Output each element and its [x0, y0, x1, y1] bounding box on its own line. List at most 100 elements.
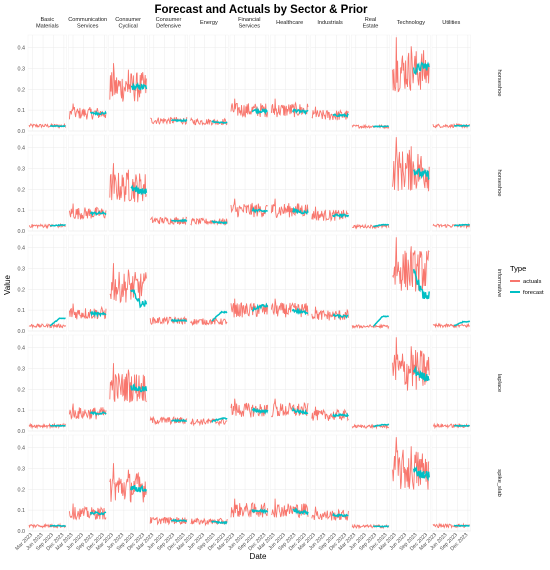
actuals-series-line	[352, 223, 390, 230]
y-tick-label: 0.3	[18, 366, 26, 372]
forecast-series-line	[170, 318, 188, 323]
y-tick-label: 0.3	[18, 266, 26, 272]
legend-title: Type	[510, 264, 526, 273]
y-tick-label: 0.2	[18, 387, 26, 393]
actuals-series-line	[149, 415, 188, 426]
facet-panel	[148, 434, 188, 532]
facet-panel	[189, 234, 229, 332]
forecast-series-line	[211, 310, 228, 322]
facet-column-label: Industrials	[317, 20, 343, 26]
actuals-series-line	[432, 422, 470, 430]
actuals-series-line	[392, 337, 430, 391]
actuals-series-line	[28, 322, 66, 329]
facet-panel	[189, 134, 229, 232]
actuals-series-line	[270, 98, 309, 118]
forecast-series-line	[170, 518, 187, 523]
legend-entry-forecast: forecast	[523, 290, 544, 296]
forecast-series-line	[292, 507, 309, 516]
actuals-series-line	[351, 423, 390, 430]
forecast-series-line	[89, 310, 107, 318]
y-tick-label: 0.1	[18, 208, 26, 214]
actuals-series-line	[271, 498, 309, 519]
x-axis-label: Date	[250, 552, 267, 561]
forecast-series-line	[291, 307, 309, 316]
facet-panel	[189, 334, 229, 432]
forecast-series-line	[89, 110, 107, 117]
actuals-series-line	[68, 103, 107, 120]
facet-panel	[270, 434, 310, 532]
forecast-series-line	[130, 484, 148, 493]
facet-panel	[229, 334, 269, 432]
facet-column-label: Utilities	[442, 20, 460, 26]
forecast-series-line	[130, 288, 148, 309]
actuals-series-line	[230, 198, 268, 218]
forecast-series-line	[332, 412, 349, 418]
forecast-series-line	[453, 524, 470, 528]
actuals-series-line	[230, 498, 269, 518]
y-tick-label: 0.1	[18, 308, 26, 314]
forecast-series-line	[251, 407, 269, 415]
forecast-series-line	[49, 124, 66, 128]
legend-entry-actuals: actuals	[523, 279, 541, 285]
forecast-series-line	[412, 168, 430, 181]
y-tick-label: 0.1	[18, 508, 26, 514]
facet-column-label: Energy	[200, 20, 218, 26]
y-tick-label: 0.1	[18, 408, 26, 414]
forecast-series-line	[49, 317, 66, 327]
facet-panel	[27, 134, 67, 232]
forecast-series-line	[211, 417, 228, 423]
forecast-series-line	[130, 383, 148, 393]
facet-panel	[27, 334, 67, 432]
y-tick-label: 0.2	[18, 87, 26, 93]
forecast-series-line	[251, 106, 268, 115]
forecast-series-line	[453, 320, 471, 327]
facet-panel	[148, 134, 188, 232]
forecast-series-line	[453, 424, 470, 428]
forecast-series-line	[89, 411, 107, 417]
facet-column-label: Communication Services	[68, 17, 107, 30]
facet-row-label: informative	[496, 269, 502, 297]
facet-panel	[189, 434, 229, 532]
y-tick-label: 0.2	[18, 487, 26, 493]
actuals-series-line	[230, 398, 269, 418]
actuals-series-line	[28, 222, 66, 230]
y-tick-label: 0.4	[18, 246, 26, 252]
actuals-series-line	[432, 522, 470, 529]
forecast-series-line	[412, 365, 430, 382]
forecast-series-line	[171, 218, 188, 223]
forecast-series-line	[291, 406, 309, 416]
forecast-series-line	[170, 118, 188, 123]
y-tick-label: 0.0	[18, 429, 26, 435]
facet-panel	[351, 134, 391, 232]
facet-panel	[270, 34, 310, 132]
facet-panel	[27, 34, 67, 132]
facet-column-label: Consumer Defensive	[156, 17, 182, 30]
facet-row-label: laplace	[496, 374, 502, 392]
facet-panel	[431, 234, 471, 332]
forecast-series-line	[412, 61, 430, 76]
actuals-series-line	[392, 137, 430, 192]
facet-panel	[229, 134, 269, 232]
y-tick-label: 0.4	[18, 346, 26, 352]
forecast-series-line	[453, 124, 470, 128]
y-tick-label: 0.3	[18, 66, 26, 72]
facet-panel	[148, 334, 188, 432]
forecast-series-line	[50, 424, 66, 428]
y-axis-label: Value	[3, 275, 12, 295]
actuals-series-line	[109, 163, 147, 203]
facet-panel	[431, 34, 471, 132]
actuals-series-line	[311, 106, 349, 121]
actuals-series-line	[271, 398, 309, 418]
forecast-series-line	[49, 524, 67, 527]
forecast-series-line	[211, 120, 228, 125]
actuals-series-line	[68, 503, 107, 521]
y-tick-label: 0.4	[18, 446, 26, 452]
forecast-series-line	[372, 125, 389, 128]
forecast-series-line	[89, 510, 107, 516]
y-tick-label: 0.4	[18, 46, 26, 52]
actuals-series-line	[68, 403, 107, 420]
forecast-series-line	[211, 520, 228, 525]
facet-panel	[229, 34, 269, 132]
